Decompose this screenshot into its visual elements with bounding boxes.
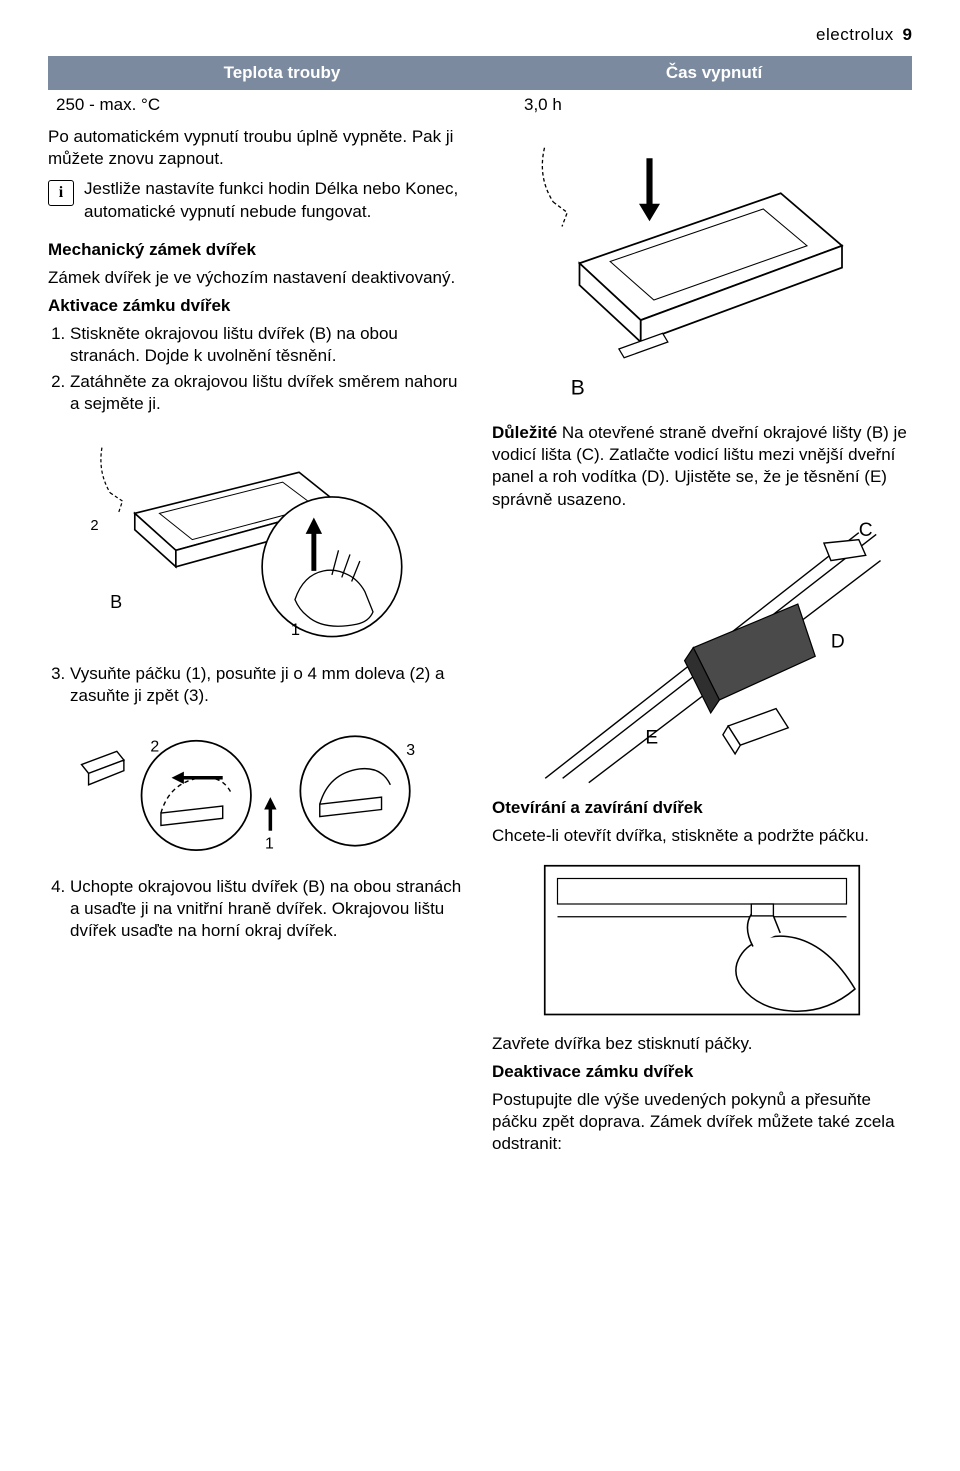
table-header-temp: Teplota trouby xyxy=(48,56,516,90)
figure-hand-press xyxy=(492,853,912,1023)
page-number: 9 xyxy=(903,25,912,44)
step-3: Vysuňte páčku (1), posuňte ji o 4 mm dol… xyxy=(70,663,468,707)
mechanical-lock-paragraph: Zámek dvířek je ve výchozím nastavení de… xyxy=(48,267,468,289)
figure-lever-detail: 2 1 3 xyxy=(48,716,468,866)
table-cell-time: 3,0 h xyxy=(516,90,912,120)
open-close-paragraph: Chcete-li otevřít dvířka, stiskněte a po… xyxy=(492,825,912,847)
info-icon: i xyxy=(48,180,74,206)
fig-cde-label-e: E xyxy=(645,727,658,748)
step-2: Zatáhněte za okrajovou lištu dvířek směr… xyxy=(70,371,468,415)
fig2-label-2: 2 xyxy=(150,738,159,755)
fig1-label-2: 2 xyxy=(90,518,98,534)
right-column: B Důležité Na otevřené straně dveřní okr… xyxy=(492,126,912,1161)
two-column-layout: Po automatickém vypnutí troubu úplně vyp… xyxy=(48,126,912,1161)
figure-door-panel-b-right: B xyxy=(492,132,912,412)
temperature-table: Teplota trouby Čas vypnutí 250 - max. °C… xyxy=(48,56,912,120)
fig-cde-label-d: D xyxy=(831,631,845,652)
important-paragraph: Důležité Na otevřené straně dveřní okraj… xyxy=(492,422,912,510)
table-header-time: Čas vypnutí xyxy=(516,56,912,90)
deactivate-paragraph: Postupujte dle výše uvedených pokynů a p… xyxy=(492,1089,912,1155)
fig-right-label-b: B xyxy=(571,377,585,400)
steps-list-3: Uchopte okrajovou lištu dvířek (B) na ob… xyxy=(48,876,468,942)
steps-list-1: Stiskněte okrajovou lištu dvířek (B) na … xyxy=(48,323,468,415)
fig-cde-label-c: C xyxy=(859,520,873,541)
table-cell-temp: 250 - max. °C xyxy=(48,90,516,120)
fig2-label-3: 3 xyxy=(406,741,415,758)
figure-cde-detail: C D E xyxy=(492,517,912,787)
fig2-label-1: 1 xyxy=(265,835,274,852)
deactivate-heading: Deaktivace zámku dvířek xyxy=(492,1061,912,1083)
after-table-paragraph: Po automatickém vypnutí troubu úplně vyp… xyxy=(48,126,468,170)
important-word: Důležité xyxy=(492,423,562,442)
open-close-heading: Otevírání a zavírání dvířek xyxy=(492,797,912,819)
left-column: Po automatickém vypnutí troubu úplně vyp… xyxy=(48,126,468,1161)
fig1-label-1: 1 xyxy=(291,621,300,639)
activate-lock-heading: Aktivace zámku dvířek xyxy=(48,295,468,317)
step-4: Uchopte okrajovou lištu dvířek (B) na ob… xyxy=(70,876,468,942)
info-text: Jestliže nastavíte funkci hodin Délka ne… xyxy=(84,178,468,222)
fig1-label-b: B xyxy=(110,592,122,612)
steps-list-2: Vysuňte páčku (1), posuňte ji o 4 mm dol… xyxy=(48,663,468,707)
close-paragraph: Zavřete dvířka bez stisknutí páčky. xyxy=(492,1033,912,1055)
step-1: Stiskněte okrajovou lištu dvířek (B) na … xyxy=(70,323,468,367)
brand-text: electrolux xyxy=(816,25,894,44)
figure-door-panel-b: 2 1 B xyxy=(48,423,468,653)
mechanical-lock-heading: Mechanický zámek dvířek xyxy=(48,239,468,261)
info-note: i Jestliže nastavíte funkci hodin Délka … xyxy=(48,178,468,228)
page-header: electrolux 9 xyxy=(48,24,912,46)
